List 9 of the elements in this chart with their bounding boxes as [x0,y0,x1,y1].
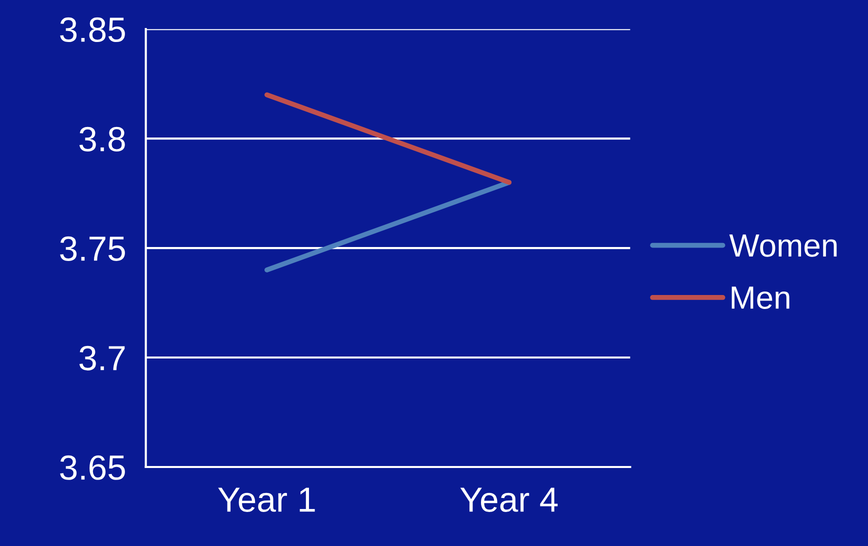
x-tick-label: Year 4 [460,488,558,512]
y-tick-label: 3.85 [60,17,125,42]
y-tick-label: 3.65 [60,455,125,480]
legend-label: Women [729,234,837,257]
y-tick-label: 3.7 [79,346,125,370]
legend-label: Men [732,286,790,309]
x-tick-label: Year 1 [218,488,315,512]
y-tick-label: 3.75 [60,236,125,261]
y-tick-label: 3.8 [79,126,125,152]
